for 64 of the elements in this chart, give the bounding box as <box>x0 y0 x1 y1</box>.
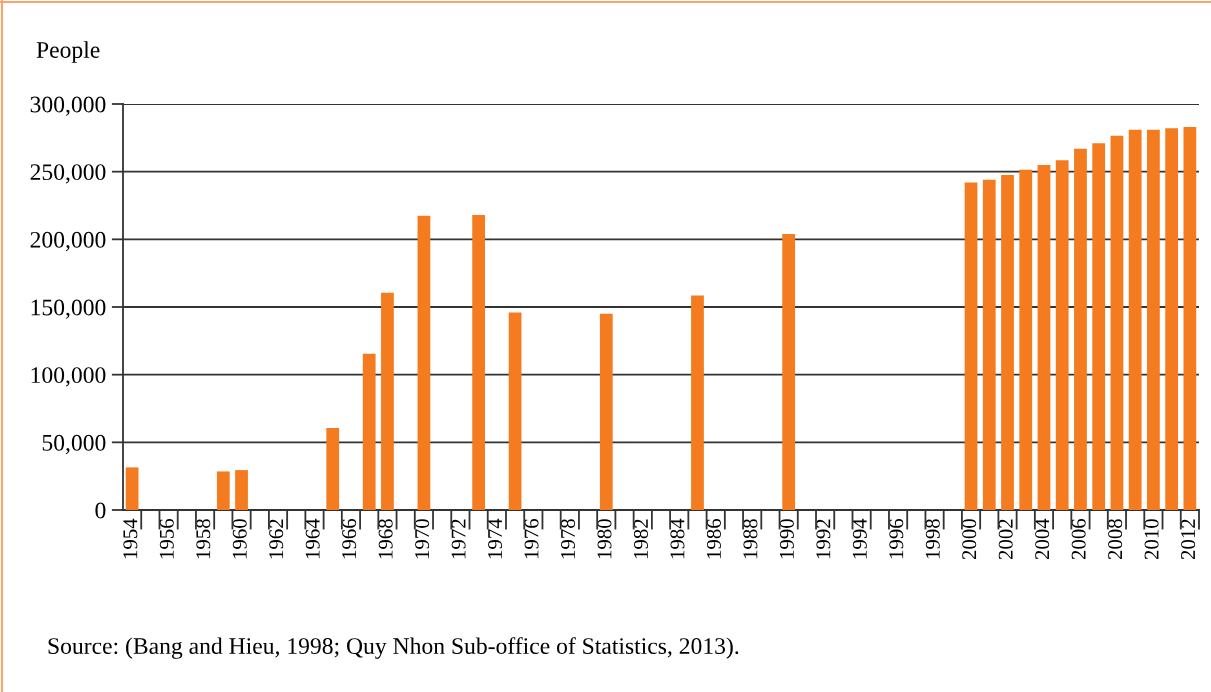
bar <box>417 215 431 510</box>
bar <box>125 467 139 510</box>
x-tick-label: 2010 <box>1144 519 1159 560</box>
y-tick-label: 50,000 <box>42 434 106 455</box>
y-tick-label: 100,000 <box>31 367 106 387</box>
x-tick-label: 1968 <box>378 519 393 559</box>
bar <box>691 295 704 510</box>
bar <box>1128 129 1142 510</box>
bar <box>1183 127 1197 510</box>
x-tick-label: 1986 <box>706 518 721 559</box>
bar <box>362 353 376 510</box>
x-tick-label: 2008 <box>1108 519 1123 560</box>
bar <box>1074 148 1087 510</box>
y-tick-label: 0 <box>95 502 106 519</box>
bar <box>1165 128 1179 510</box>
x-tick-label: 1970 <box>415 519 430 559</box>
bar <box>964 182 978 510</box>
x-tick-label: 2006 <box>1071 518 1086 560</box>
x-tick-label: 2002 <box>998 519 1013 560</box>
x-tick-label: 1972 <box>451 519 466 559</box>
x-tick-label: 1998 <box>925 519 940 559</box>
x-tick-label: 2000 <box>962 519 977 560</box>
x-tick-label: 1976 <box>524 518 539 559</box>
x-tick-label: 1978 <box>560 519 576 559</box>
x-tick-label: 1966 <box>342 518 357 559</box>
x-tick-label: 1964 <box>305 518 320 559</box>
bar <box>381 292 394 510</box>
bar <box>472 214 486 510</box>
bar <box>1147 129 1160 510</box>
x-tick-label: 1996 <box>889 518 904 559</box>
bar <box>508 312 522 510</box>
x-tick-label: 1974 <box>488 518 503 559</box>
x-tick-label: 1960 <box>232 519 247 559</box>
x-tick-label: 1956 <box>159 518 174 559</box>
bar <box>1001 175 1014 510</box>
bar <box>599 313 613 510</box>
x-tick-label: 1954 <box>123 518 138 559</box>
x-tick-label: 1990 <box>779 519 794 559</box>
x-tick-label: 1984 <box>670 518 685 559</box>
bar <box>326 428 340 510</box>
y-axis-title: People <box>36 41 100 63</box>
x-tick-label: 1994 <box>852 518 867 559</box>
x-tick-label: 1982 <box>633 519 648 559</box>
bar <box>1037 164 1051 510</box>
y-tick-label: 300,000 <box>30 96 106 116</box>
bar <box>982 179 996 510</box>
x-tick-label: 1980 <box>597 519 612 559</box>
bar <box>235 470 248 510</box>
bar <box>782 233 796 510</box>
bar <box>1055 160 1069 510</box>
x-tick-label: 1992 <box>816 519 831 559</box>
bar <box>1019 169 1033 510</box>
bar <box>1110 135 1124 510</box>
source-note: Source: (Bang and Hieu, 1998; Quy Nhon Sub-office of Statistics, 2013). <box>48 637 739 659</box>
y-tick-label: 150,000 <box>31 299 106 319</box>
x-tick-label: 2004 <box>1035 518 1050 560</box>
bar <box>216 471 230 510</box>
x-tick-label: 1962 <box>269 519 284 559</box>
x-tick-label: 1988 <box>743 519 758 559</box>
bar <box>1092 143 1106 510</box>
y-tick-label: 200,000 <box>30 231 106 252</box>
y-tick-label: 250,000 <box>30 164 106 184</box>
x-tick-label: 1958 <box>196 519 211 559</box>
x-tick-label: 2012 <box>1181 519 1196 560</box>
